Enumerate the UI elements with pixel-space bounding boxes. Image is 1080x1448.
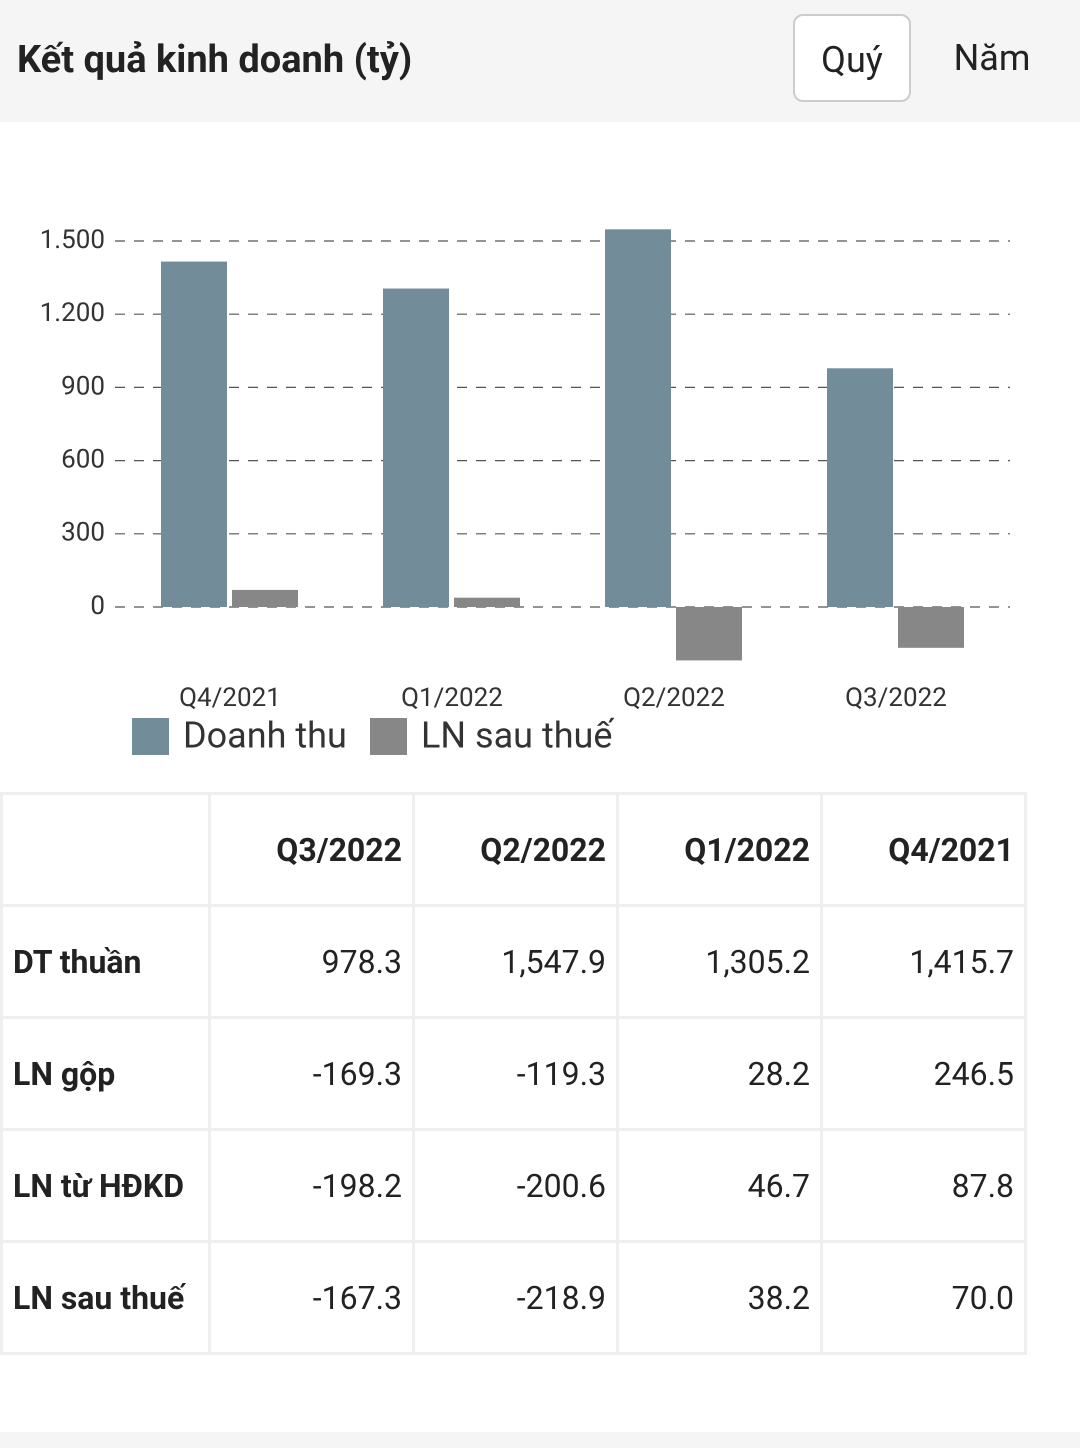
bar bbox=[898, 607, 964, 648]
bar bbox=[605, 229, 671, 607]
cell: -198.2 bbox=[208, 1128, 415, 1243]
y-tick-label: 600 bbox=[61, 444, 105, 474]
row: LN gộp -169.3 -119.3 28.2 246.5 bbox=[0, 1016, 1027, 1131]
x-tick-label: Q2/2022 bbox=[623, 683, 725, 713]
row: LN từ HĐKD -198.2 -200.6 46.7 87.8 bbox=[0, 1128, 1027, 1243]
cell: 46.7 bbox=[616, 1128, 823, 1243]
bar bbox=[827, 368, 893, 607]
row: LN sau thuế -167.3 -218.9 38.2 70.0 bbox=[0, 1240, 1027, 1355]
x-tick-label: Q1/2022 bbox=[401, 683, 503, 713]
header: Kết quả kinh doanh (tỷ) Quý Năm bbox=[0, 0, 1080, 122]
row: DT thuần 978.3 1,547.9 1,305.2 1,415.7 bbox=[0, 904, 1027, 1019]
cell: -218.9 bbox=[412, 1240, 619, 1355]
cell: -167.3 bbox=[208, 1240, 415, 1355]
cell: 28.2 bbox=[616, 1016, 823, 1131]
bar bbox=[161, 261, 227, 607]
legend-label: LN sau thuế bbox=[421, 715, 615, 757]
column-header: Q3/2022 bbox=[208, 792, 415, 907]
y-tick-label: 300 bbox=[61, 518, 105, 548]
y-tick-label: 0 bbox=[90, 591, 105, 621]
y-tick-label: 1.500 bbox=[40, 225, 105, 255]
corner bbox=[0, 792, 211, 907]
row-label: DT thuần bbox=[0, 904, 211, 1019]
row-label: LN gộp bbox=[0, 1016, 211, 1131]
tab[interactable]: Năm bbox=[953, 37, 1031, 79]
cell: 1,305.2 bbox=[616, 904, 823, 1019]
cell: 38.2 bbox=[616, 1240, 823, 1355]
cell: -169.3 bbox=[208, 1016, 415, 1131]
cell: 1,415.7 bbox=[820, 904, 1027, 1019]
tab[interactable]: Quý bbox=[793, 14, 911, 102]
bar bbox=[454, 597, 520, 607]
x-tick-label: Q4/2021 bbox=[179, 683, 281, 713]
cell: 87.8 bbox=[820, 1128, 1027, 1243]
table: Q3/2022 Q2/2022 Q1/2022 Q4/2021 DT thuần 978.… bbox=[0, 792, 1027, 1355]
column-header: Q4/2021 bbox=[820, 792, 1027, 907]
title: Kết quả kinh doanh (tỷ) bbox=[17, 38, 413, 82]
legend-swatch bbox=[132, 718, 169, 755]
bar bbox=[676, 607, 742, 661]
column-header: Q1/2022 bbox=[616, 792, 823, 907]
bar bbox=[383, 288, 449, 607]
legend-swatch bbox=[370, 718, 407, 755]
cell: 246.5 bbox=[820, 1016, 1027, 1131]
y-tick-label: 900 bbox=[61, 371, 105, 401]
cell: 1,547.9 bbox=[412, 904, 619, 1019]
cell: 978.3 bbox=[208, 904, 415, 1019]
cell: -200.6 bbox=[412, 1128, 619, 1243]
x-tick-label: Q3/2022 bbox=[845, 683, 947, 713]
bar bbox=[232, 589, 298, 607]
row-label: LN từ HĐKD bbox=[0, 1128, 211, 1243]
cell: -119.3 bbox=[412, 1016, 619, 1131]
column-header: Q2/2022 bbox=[412, 792, 619, 907]
chart: 0 300 600 900 1.200 1.500 Q4/2021 Q1/2022 Q2/202… bbox=[40, 225, 1010, 757]
footer bbox=[0, 1432, 1080, 1448]
legend-label: Doanh thu bbox=[183, 715, 347, 757]
cell: 70.0 bbox=[820, 1240, 1027, 1355]
y-tick-label: 1.200 bbox=[40, 298, 105, 328]
header-row: Q3/2022 Q2/2022 Q1/2022 Q4/2021 bbox=[0, 792, 1027, 907]
row-label: LN sau thuế bbox=[0, 1240, 211, 1355]
